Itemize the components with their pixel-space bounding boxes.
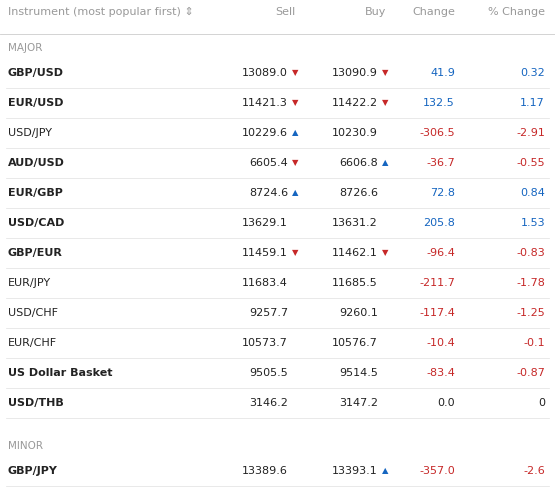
Text: 10573.7: 10573.7 [242,338,288,348]
Text: -357.0: -357.0 [419,466,455,476]
Text: ▼: ▼ [292,159,299,168]
Text: 1.53: 1.53 [521,218,545,228]
Text: AUD/USD: AUD/USD [8,158,65,168]
Text: 11683.4: 11683.4 [242,278,288,288]
Text: -96.4: -96.4 [426,248,455,258]
Text: 8726.6: 8726.6 [339,188,378,198]
Text: ▲: ▲ [382,159,388,168]
Text: 9514.5: 9514.5 [339,368,378,378]
Text: -117.4: -117.4 [419,308,455,318]
Text: MAJOR: MAJOR [8,43,42,53]
Text: ▼: ▼ [292,248,299,257]
Text: GBP/JPY: GBP/JPY [8,466,58,476]
Text: -0.1: -0.1 [523,338,545,348]
Text: 13393.1: 13393.1 [332,466,378,476]
Text: EUR/USD: EUR/USD [8,98,63,108]
Text: -0.55: -0.55 [516,158,545,168]
Text: 11422.2: 11422.2 [332,98,378,108]
Text: -306.5: -306.5 [420,128,455,138]
Text: 3146.2: 3146.2 [249,398,288,408]
Text: ▼: ▼ [382,69,388,77]
Text: ▼: ▼ [382,248,388,257]
Text: 6605.4: 6605.4 [249,158,288,168]
Text: Instrument (most popular first) ⇕: Instrument (most popular first) ⇕ [8,7,194,17]
Text: Buy: Buy [365,7,386,17]
Text: -0.83: -0.83 [516,248,545,258]
Text: MINOR: MINOR [8,441,43,451]
Text: 13090.9: 13090.9 [332,68,378,78]
Text: 13631.2: 13631.2 [332,218,378,228]
Text: ▲: ▲ [292,129,299,138]
Text: US Dollar Basket: US Dollar Basket [8,368,113,378]
Text: 13089.0: 13089.0 [242,68,288,78]
Text: -36.7: -36.7 [426,158,455,168]
Text: -1.25: -1.25 [516,308,545,318]
Text: -211.7: -211.7 [419,278,455,288]
Text: % Change: % Change [488,7,545,17]
Text: -0.87: -0.87 [516,368,545,378]
Text: -1.78: -1.78 [516,278,545,288]
Text: 3147.2: 3147.2 [339,398,378,408]
Text: 13629.1: 13629.1 [242,218,288,228]
Text: USD/THB: USD/THB [8,398,64,408]
Text: ▼: ▼ [292,69,299,77]
Text: GBP/EUR: GBP/EUR [8,248,63,258]
Text: 72.8: 72.8 [430,188,455,198]
Text: 11462.1: 11462.1 [332,248,378,258]
Text: EUR/JPY: EUR/JPY [8,278,51,288]
Text: 132.5: 132.5 [423,98,455,108]
Text: 0.0: 0.0 [437,398,455,408]
Text: -2.6: -2.6 [523,466,545,476]
Text: 205.8: 205.8 [423,218,455,228]
Text: 9257.7: 9257.7 [249,308,288,318]
Text: -10.4: -10.4 [426,338,455,348]
Text: GBP/USD: GBP/USD [8,68,64,78]
Text: USD/JPY: USD/JPY [8,128,52,138]
Text: 0: 0 [538,398,545,408]
Text: 9260.1: 9260.1 [339,308,378,318]
Text: 9505.5: 9505.5 [249,368,288,378]
Text: 1.17: 1.17 [520,98,545,108]
Text: -83.4: -83.4 [426,368,455,378]
Text: ▼: ▼ [382,99,388,107]
Text: 11685.5: 11685.5 [332,278,378,288]
Text: EUR/GBP: EUR/GBP [8,188,63,198]
Text: USD/CAD: USD/CAD [8,218,64,228]
Text: ▲: ▲ [382,466,388,476]
Text: 0.84: 0.84 [520,188,545,198]
Text: 10576.7: 10576.7 [332,338,378,348]
Text: ▲: ▲ [292,188,299,198]
Text: ▼: ▼ [292,99,299,107]
Text: -2.91: -2.91 [516,128,545,138]
Text: Sell: Sell [276,7,296,17]
Text: 41.9: 41.9 [430,68,455,78]
Text: Change: Change [412,7,455,17]
Text: 0.32: 0.32 [520,68,545,78]
Text: 6606.8: 6606.8 [339,158,378,168]
Text: 11421.3: 11421.3 [242,98,288,108]
Text: EUR/CHF: EUR/CHF [8,338,57,348]
Text: 8724.6: 8724.6 [249,188,288,198]
Text: 13389.6: 13389.6 [242,466,288,476]
Text: 10230.9: 10230.9 [332,128,378,138]
Text: USD/CHF: USD/CHF [8,308,58,318]
Text: 10229.6: 10229.6 [242,128,288,138]
Text: 11459.1: 11459.1 [242,248,288,258]
